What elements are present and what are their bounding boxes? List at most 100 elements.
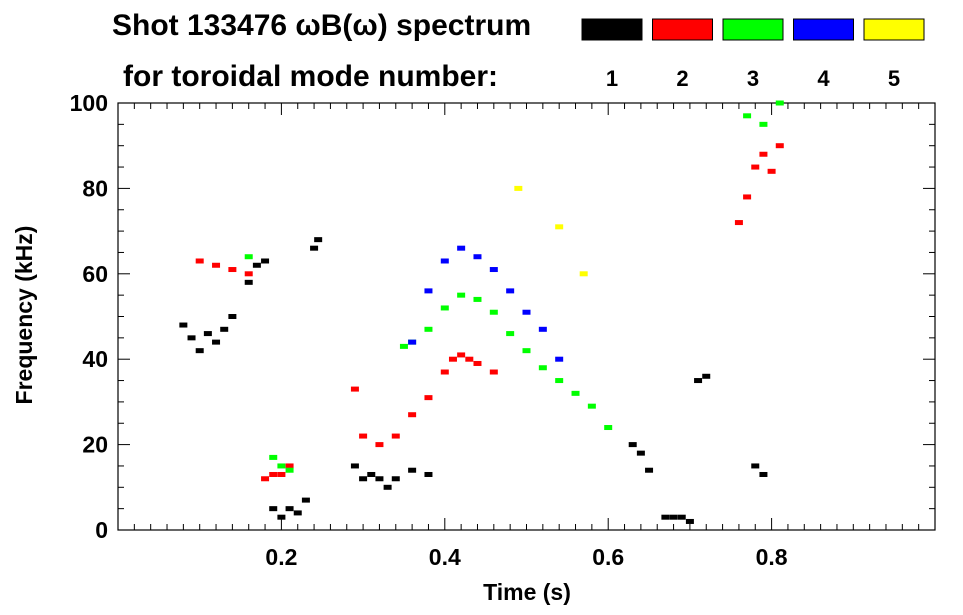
data-point [555, 378, 564, 384]
data-point [571, 390, 580, 396]
data-point [628, 442, 637, 448]
data-point [424, 288, 433, 294]
data-point [751, 164, 760, 170]
data-point [440, 305, 449, 311]
legend-swatch-3 [722, 18, 784, 41]
data-point [277, 463, 286, 469]
data-point [367, 471, 376, 477]
data-point [310, 245, 319, 251]
data-point [261, 476, 270, 482]
data-point [506, 331, 515, 337]
data-point [187, 335, 196, 341]
data-point [375, 476, 384, 482]
data-point [277, 471, 286, 477]
data-point [203, 331, 212, 337]
data-point [424, 326, 433, 332]
data-point [244, 271, 253, 277]
data-point [314, 237, 323, 243]
y-tick-label: 40 [82, 346, 108, 372]
data-point [408, 467, 417, 473]
data-point [661, 514, 670, 520]
data-point [759, 121, 768, 127]
chart-title: Shot 133476 ωB(ω) spectrum [112, 9, 531, 42]
data-point [522, 309, 531, 315]
data-point [636, 450, 645, 456]
data-point [743, 194, 752, 200]
legend-label-2: 2 [676, 66, 688, 91]
data-point [359, 476, 368, 482]
data-point [775, 143, 784, 149]
y-tick-label: 0 [95, 517, 108, 543]
data-point [228, 267, 237, 273]
data-point [448, 356, 457, 362]
data-point [424, 395, 433, 401]
plot-frame [117, 102, 936, 531]
data-point [269, 454, 278, 460]
data-point [457, 245, 466, 251]
data-point [269, 506, 278, 512]
y-tick-label: 80 [82, 175, 108, 201]
data-point [489, 369, 498, 375]
y-axis-label: Frequency (kHz) [11, 226, 37, 405]
data-point [195, 348, 204, 354]
legend-swatch-5 [863, 18, 925, 41]
legend-label-3: 3 [747, 66, 759, 91]
data-point [285, 467, 294, 473]
series-mode-2 [195, 143, 784, 482]
data-point [522, 348, 531, 354]
data-point [694, 378, 703, 384]
data-point [408, 339, 417, 345]
data-point [424, 471, 433, 477]
tick-labels: 0.2 0.4 0.6 0.8 0 20 40 60 80 100 [70, 90, 788, 570]
data-point [538, 365, 547, 371]
data-point [408, 412, 417, 418]
data-point [465, 356, 474, 362]
y-tick-label: 20 [82, 432, 108, 458]
data-point [440, 369, 449, 375]
series-mode-5 [514, 185, 588, 277]
legend-label-1: 1 [606, 66, 618, 91]
x-axis-label: Time (s) [483, 579, 571, 605]
data-point [212, 262, 221, 268]
axis-ticks [118, 103, 935, 530]
data-point [383, 484, 392, 490]
data-point [751, 463, 760, 469]
data-point [220, 326, 229, 332]
data-point [669, 514, 678, 520]
data-point [473, 254, 482, 260]
data-point [685, 518, 694, 524]
series-mode-3 [244, 100, 784, 473]
legend-swatch-1 [581, 18, 643, 41]
data-point [767, 168, 776, 174]
data-marks [179, 100, 784, 524]
data-point [457, 352, 466, 358]
data-point [440, 258, 449, 264]
data-point [399, 343, 408, 349]
legend: 1 2 3 4 5 [581, 18, 925, 91]
data-point [538, 326, 547, 332]
data-point [269, 471, 278, 477]
data-point [457, 292, 466, 298]
legend-swatch-4 [793, 18, 854, 41]
data-point [775, 100, 784, 106]
y-tick-label: 60 [82, 261, 108, 287]
data-point [391, 476, 400, 482]
data-point [743, 113, 752, 119]
x-tick-label: 0.8 [756, 544, 788, 570]
x-tick-label: 0.2 [265, 544, 297, 570]
data-point [759, 471, 768, 477]
legend-label-5: 5 [888, 66, 900, 91]
series-mode-1 [179, 237, 768, 524]
data-point [261, 258, 270, 264]
data-point [587, 403, 596, 409]
data-point [293, 510, 302, 516]
data-point [301, 497, 310, 503]
data-point [473, 296, 482, 302]
legend-label-4: 4 [817, 66, 830, 91]
data-point [252, 262, 261, 268]
data-point [579, 271, 588, 277]
data-point [228, 314, 237, 319]
data-point [555, 356, 564, 362]
data-point [734, 220, 743, 226]
